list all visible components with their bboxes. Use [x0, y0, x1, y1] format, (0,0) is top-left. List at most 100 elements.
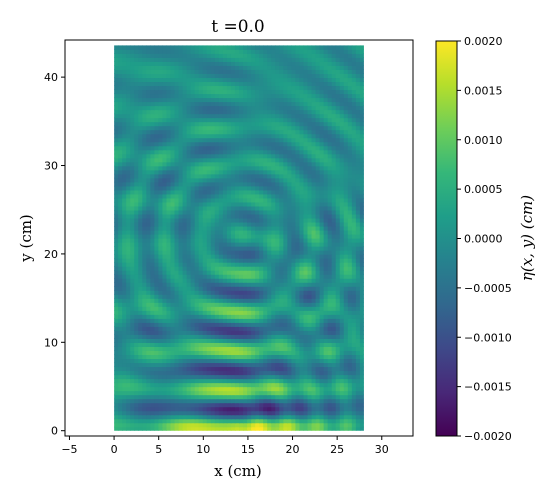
heatmap-cell — [339, 358, 345, 364]
heatmap-cell — [303, 298, 309, 303]
heatmap-cell — [267, 426, 272, 431]
heatmap-cell — [222, 242, 228, 247]
heatmap-cell — [174, 426, 180, 431]
heatmap-cell — [343, 117, 349, 123]
heatmap-cell — [311, 302, 317, 307]
heatmap-cell — [146, 270, 151, 275]
heatmap-cell — [243, 366, 248, 372]
heatmap-cell — [146, 229, 151, 235]
heatmap-cell — [118, 149, 123, 155]
heatmap-cell — [255, 161, 260, 167]
heatmap-cell — [275, 294, 280, 299]
heatmap-cell — [182, 386, 188, 392]
heatmap-cell — [134, 213, 139, 219]
heatmap-cell — [150, 350, 155, 356]
heatmap-cell — [198, 298, 204, 303]
heatmap-cell — [283, 286, 288, 291]
heatmap-cell — [295, 302, 301, 307]
heatmap-cell — [247, 406, 252, 412]
heatmap-cell — [295, 129, 301, 135]
heatmap-cell — [307, 346, 313, 351]
heatmap-cell — [114, 181, 119, 187]
heatmap-cell — [339, 205, 345, 211]
heatmap-cell — [347, 394, 353, 400]
heatmap-cell — [351, 129, 357, 135]
heatmap-cell — [138, 153, 143, 159]
heatmap-cell — [355, 157, 361, 163]
heatmap-cell — [303, 250, 309, 255]
heatmap-cell — [178, 354, 184, 360]
heatmap-cell — [182, 418, 188, 424]
heatmap-cell — [142, 153, 147, 159]
heatmap-cell — [303, 314, 309, 319]
heatmap-cell — [283, 414, 288, 420]
heatmap-cell — [331, 129, 337, 135]
heatmap-cell — [178, 185, 184, 191]
heatmap-cell — [198, 338, 204, 343]
heatmap-cell — [182, 326, 188, 331]
heatmap-cell — [271, 314, 276, 319]
heatmap-cell — [174, 129, 180, 135]
heatmap-cell — [194, 422, 200, 428]
heatmap-cell — [178, 330, 184, 335]
heatmap-cell — [323, 406, 329, 412]
heatmap-cell — [234, 366, 240, 372]
heatmap-cell — [299, 173, 305, 179]
heatmap-cell — [234, 298, 240, 303]
heatmap-cell — [218, 322, 224, 327]
heatmap-cell — [198, 330, 204, 335]
heatmap-cell — [162, 213, 168, 219]
heatmap-cell — [230, 314, 236, 319]
heatmap-cell — [198, 334, 204, 339]
heatmap-cell — [122, 173, 127, 179]
heatmap-cell — [271, 157, 276, 163]
heatmap-cell — [230, 294, 236, 299]
heatmap-cell — [319, 390, 325, 396]
heatmap-cell — [114, 402, 119, 408]
heatmap-cell — [343, 278, 349, 283]
heatmap-cell — [134, 125, 139, 131]
heatmap-cell — [134, 418, 139, 424]
heatmap-cell — [158, 193, 164, 199]
heatmap-cell — [154, 334, 159, 339]
heatmap-cell — [182, 414, 188, 420]
heatmap-cell — [226, 141, 232, 147]
heatmap-cell — [214, 306, 220, 311]
heatmap-cell — [162, 294, 168, 299]
heatmap-cell — [279, 225, 284, 231]
heatmap-cell — [339, 342, 345, 347]
heatmap-cell — [202, 153, 208, 159]
heatmap-cell — [230, 205, 236, 211]
heatmap-cell — [146, 274, 151, 279]
heatmap-cell — [327, 302, 333, 307]
heatmap-cell — [170, 262, 176, 267]
heatmap-cell — [251, 322, 256, 327]
heatmap-cell — [275, 165, 280, 171]
heatmap-cell — [158, 354, 164, 360]
heatmap-cell — [226, 266, 232, 271]
heatmap-cell — [206, 125, 212, 131]
heatmap-cell — [355, 254, 361, 259]
heatmap-cell — [138, 113, 143, 119]
heatmap-cell — [138, 414, 143, 420]
heatmap-cell — [267, 334, 272, 339]
heatmap-cell — [291, 233, 297, 239]
heatmap-cell — [130, 358, 135, 364]
heatmap-cell — [275, 406, 280, 412]
heatmap-cell — [150, 418, 155, 424]
heatmap-cell — [162, 125, 168, 131]
heatmap-cell — [154, 113, 159, 119]
heatmap-cell — [178, 109, 184, 115]
heatmap-cell — [222, 181, 228, 187]
heatmap-cell — [166, 225, 172, 231]
heatmap-cell — [359, 225, 364, 231]
heatmap-cell — [194, 161, 200, 167]
heatmap-cell — [166, 394, 172, 400]
heatmap-cell — [323, 330, 329, 335]
heatmap-cell — [150, 410, 155, 416]
heatmap-cell — [319, 414, 325, 420]
heatmap-cell — [303, 318, 309, 323]
heatmap-cell — [126, 378, 131, 384]
heatmap-cell — [218, 390, 224, 396]
heatmap-cell — [122, 302, 127, 307]
